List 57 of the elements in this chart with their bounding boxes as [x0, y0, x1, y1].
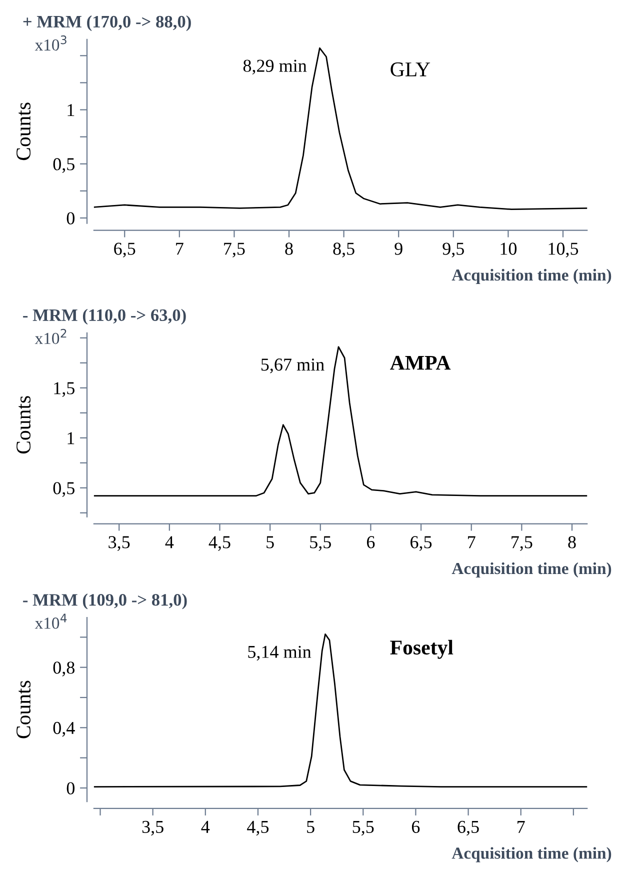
- x-tick-label: 3,5: [142, 820, 164, 836]
- x-tick-label: 8,5: [333, 242, 354, 258]
- y-axis-title: Counts: [16, 680, 31, 738]
- x-tick-label: 7: [468, 536, 476, 548]
- line-series: [94, 47, 588, 210]
- x-axis-title: Acquisition time (min): [452, 268, 612, 284]
- x-tick-label: 6,5: [458, 820, 479, 836]
- x-tick-label: 9,5: [442, 242, 464, 258]
- x-tick-label: 3,5: [108, 536, 130, 551]
- x-tick-label: 7,5: [224, 242, 245, 258]
- x-tick-label: 7: [518, 820, 525, 833]
- y-tick-label: 1: [68, 104, 74, 116]
- x-tick-label: 5: [307, 820, 314, 833]
- text: x10$^{2}$: [34, 328, 66, 344]
- y-tick-label: 1: [68, 432, 74, 444]
- x-tick-label: 5,5: [352, 820, 374, 836]
- y-tick-label: 1,5: [54, 382, 74, 397]
- x-tick-label: 7,5: [512, 536, 532, 551]
- x-tick-label: 8: [568, 536, 576, 548]
- x-tick-label: 9: [394, 242, 402, 255]
- text: x10$^{3}$: [34, 35, 66, 51]
- x-tick-label: 5: [266, 536, 274, 548]
- annotation: 5,67 min: [261, 358, 324, 374]
- x-tick-label: 7: [176, 242, 184, 255]
- annotation: Fosetyl: [390, 640, 454, 659]
- x-tick-label: 4,5: [247, 820, 269, 836]
- x-tick-label: 4: [165, 536, 174, 548]
- text: x10$^{4}$: [34, 614, 67, 629]
- x-tick-label: 4,5: [208, 536, 230, 551]
- y-axis-title: Counts: [16, 396, 31, 454]
- x-tick-label: 8: [285, 242, 293, 255]
- annotation: 5,14 min: [248, 646, 312, 661]
- y-tick-label: 0: [66, 782, 74, 794]
- x-axis-title: Acquisition time (min): [452, 562, 612, 578]
- y-tick-label: 0: [66, 212, 74, 224]
- x-tick-label: 6: [412, 820, 420, 833]
- x-axis-title: Acquisition time (min): [452, 847, 612, 862]
- annotation: GLY: [390, 62, 430, 76]
- annotation: AMPA: [390, 356, 451, 370]
- annotation: 8,29 min: [243, 60, 307, 74]
- y-tick-label: 0,8: [53, 662, 74, 676]
- y-tick-label: 0,4: [53, 722, 75, 737]
- chart-title: - MRM (110,0 -> 63,0): [23, 308, 186, 325]
- x-tick-label: 10: [500, 242, 517, 255]
- x-tick-label: 10,5: [548, 242, 578, 258]
- x-tick-label: 6,5: [114, 242, 136, 258]
- y-tick-label: 0,5: [53, 158, 74, 173]
- line-series: [94, 346, 588, 497]
- y-tick-label: 0,5: [53, 482, 74, 497]
- x-tick-label: 6: [366, 536, 375, 548]
- chart-title: - MRM (109,0 -> 81,0): [23, 594, 187, 610]
- x-tick-label: 6,5: [410, 536, 432, 551]
- chart-title: + MRM (170,0 -> 88,0): [23, 15, 191, 32]
- y-axis-title: Counts: [16, 102, 31, 160]
- line-series: [94, 633, 588, 788]
- x-tick-label: 5,5: [310, 536, 331, 551]
- x-tick-label: 4: [201, 820, 210, 833]
